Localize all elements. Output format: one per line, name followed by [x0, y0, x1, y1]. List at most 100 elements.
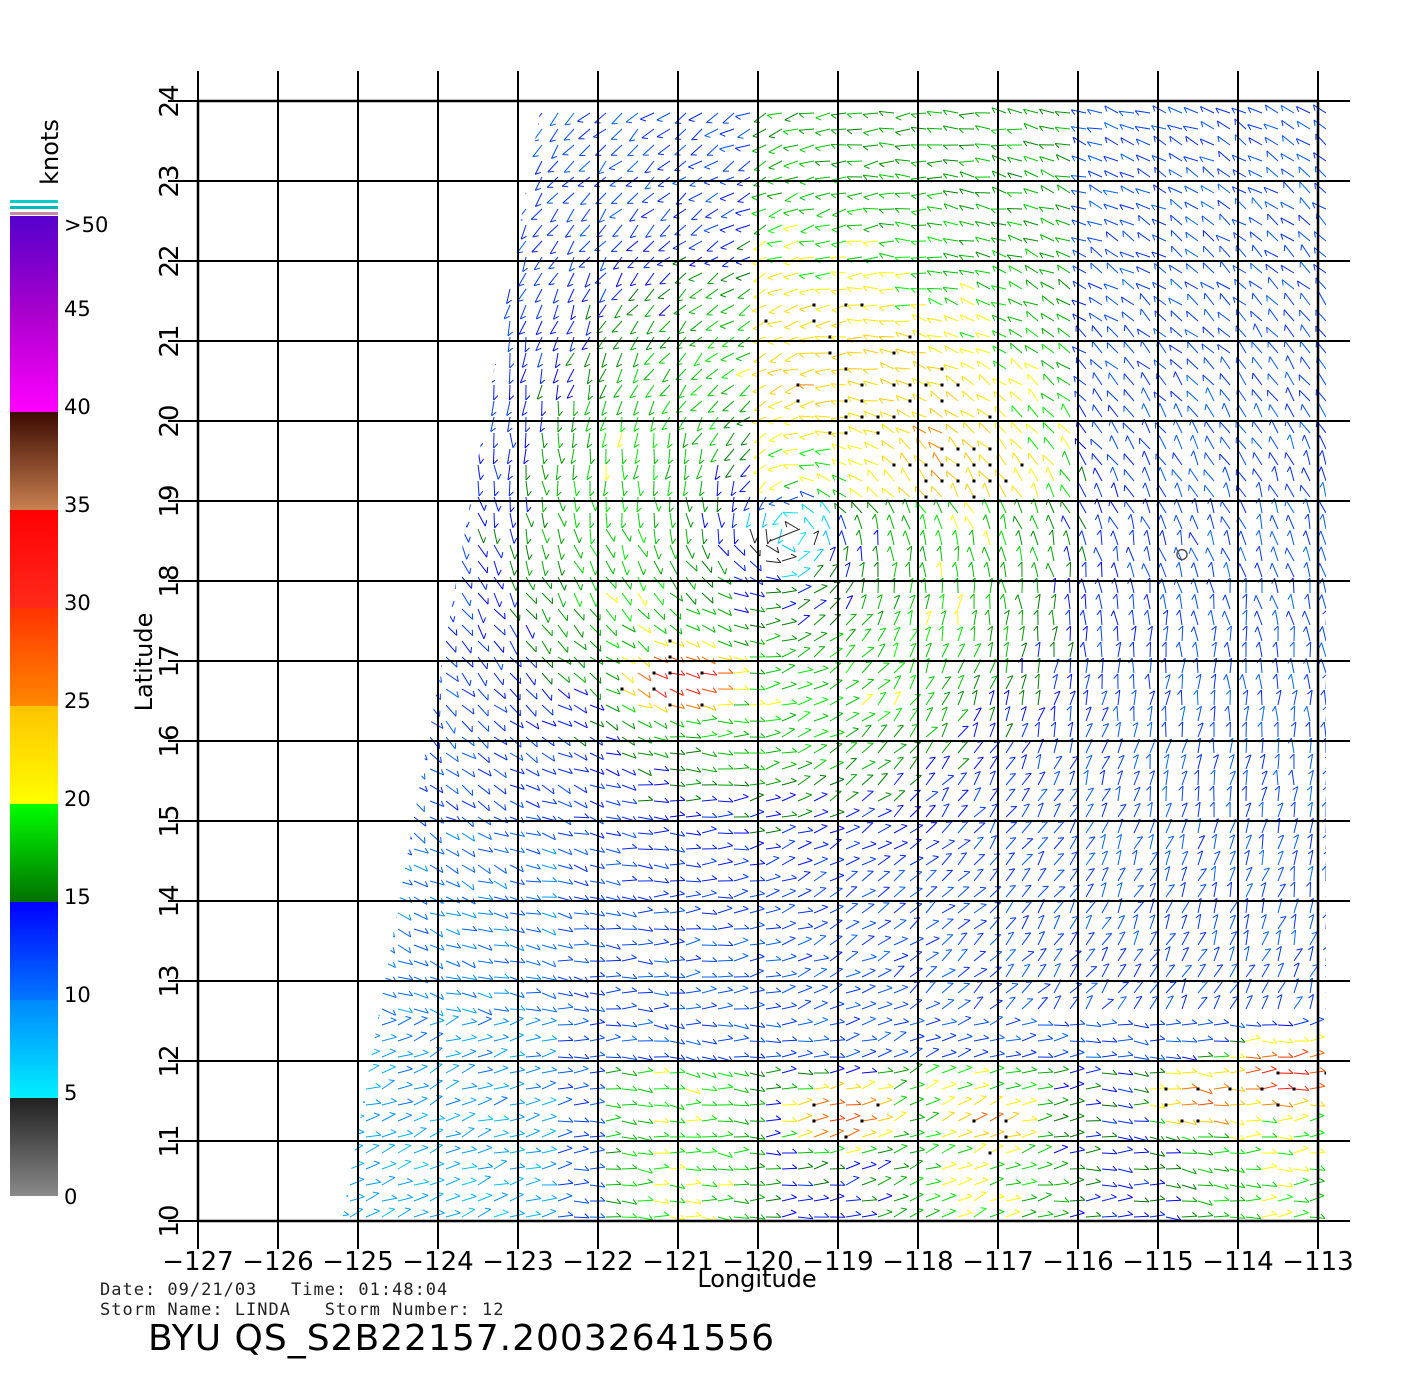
wind-vector: [573, 912, 589, 915]
wind-barb: [1191, 1019, 1198, 1024]
wind-barb: [1014, 1161, 1021, 1166]
wind-barb: [1293, 834, 1299, 839]
wind-vector: [557, 1120, 574, 1123]
wind-vector: [429, 1193, 444, 1202]
wind-barb: [375, 1099, 382, 1104]
wind-vector: [1021, 951, 1035, 962]
wind-vector: [342, 1019, 349, 1026]
wind-vector: [717, 832, 734, 835]
wind-barb: [711, 875, 718, 880]
wind-vector: [1021, 1164, 1037, 1170]
wind-barb: [455, 1034, 462, 1040]
wind-barb: [934, 1000, 941, 1004]
wind-barb: [344, 943, 349, 950]
wind-barb: [1308, 769, 1314, 775]
wind-barb: [1008, 868, 1015, 871]
wind-barb: [1161, 785, 1167, 791]
wind-vector: [989, 934, 1002, 946]
wind-barb: [775, 938, 782, 943]
wind-vector: [1261, 1196, 1277, 1202]
wind-barb: [695, 747, 702, 752]
wind-barb: [742, 953, 749, 957]
wind-barb: [472, 962, 476, 968]
wind-vector: [461, 672, 471, 687]
wind-vector: [1325, 1115, 1326, 1122]
wind-barb: [759, 1099, 766, 1105]
wind-barb: [948, 839, 955, 842]
wind-barb: [1240, 1213, 1246, 1219]
wind-barb: [421, 695, 424, 702]
wind-barb: [980, 1143, 987, 1145]
wind-barb: [775, 923, 782, 928]
wind-vector: [1261, 1085, 1277, 1090]
wind-vector: [925, 1037, 941, 1042]
wind-barb: [664, 673, 669, 680]
wind-barb: [1133, 770, 1140, 775]
wind-barb: [1133, 930, 1139, 935]
wind-vector: [1261, 754, 1266, 770]
wind-barb: [1112, 1118, 1118, 1124]
wind-vector: [541, 1082, 556, 1090]
wind-vector: [1101, 1104, 1117, 1107]
wind-vector: [781, 877, 797, 882]
wind-vector: [909, 1098, 924, 1106]
wind-vector: [797, 1099, 813, 1106]
wind-vector: [765, 857, 780, 866]
wind-barb: [406, 1065, 413, 1070]
wind-vector: [845, 826, 860, 834]
wind-barb: [1115, 721, 1121, 727]
wind-vector: [845, 1104, 862, 1106]
wind-barb: [821, 904, 828, 908]
wind-barb: [1180, 881, 1186, 887]
wind-vector: [1261, 770, 1268, 786]
wind-barb: [1322, 705, 1326, 711]
wind-barb: [820, 743, 827, 746]
wind-barb: [1054, 803, 1061, 807]
wind-vector: [477, 1036, 493, 1042]
wind-vector: [397, 816, 409, 829]
wind-barb: [344, 1008, 349, 1014]
wind-vector: [797, 1021, 813, 1026]
wind-vector: [1261, 1054, 1277, 1058]
wind-barb: [1275, 929, 1281, 935]
wind-vector: [877, 936, 892, 946]
wind-barb: [568, 943, 574, 949]
wind-barb: [1022, 915, 1029, 919]
wind-barb: [980, 1095, 987, 1098]
wind-vector: [685, 908, 701, 914]
wind-vector: [429, 928, 443, 938]
wind-barb: [536, 863, 541, 870]
wind-barb: [1241, 785, 1247, 791]
wind-vector: [1053, 1024, 1070, 1027]
wind-vector: [1085, 787, 1095, 802]
wind-barb: [711, 1195, 718, 1200]
wind-vector: [925, 692, 935, 706]
wind-barb: [552, 833, 556, 840]
wind-vector: [861, 694, 874, 706]
wind-barb: [1055, 995, 1062, 999]
wind-vector: [941, 691, 951, 706]
wind-vector: [685, 832, 701, 836]
wind-barb: [376, 773, 378, 780]
wind-vector: [797, 968, 811, 978]
wind-vector: [477, 1176, 491, 1186]
wind-barb: [775, 810, 782, 815]
wind-vector: [797, 1216, 813, 1220]
wind-vector: [813, 600, 827, 610]
wind-barb: [1030, 1161, 1037, 1166]
wind-vector: [845, 1067, 861, 1074]
wind-vector: [1229, 866, 1236, 882]
wind-barb: [679, 811, 686, 816]
wind-barb: [616, 1053, 622, 1059]
wind-vector: [909, 999, 923, 1010]
wind-vector: [1085, 770, 1089, 786]
wind-vector: [573, 880, 589, 887]
wind-barb: [933, 1208, 940, 1212]
wind-barb: [1062, 1160, 1069, 1164]
wind-vector: [701, 860, 717, 866]
wind-vector: [541, 864, 557, 870]
wind-vector: [861, 1018, 876, 1026]
wind-vector: [605, 720, 619, 731]
wind-vector: [733, 955, 749, 962]
wind-vector: [1037, 788, 1048, 802]
